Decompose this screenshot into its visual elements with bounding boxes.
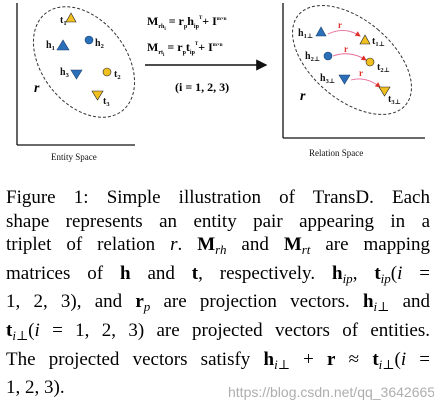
svg-text:t1: t1 [60,15,67,27]
yellow-inverted-triangle-icon [91,90,104,101]
caption-line-8: 1, 2, 3). [6,377,65,399]
svg-text:h2: h2 [95,38,104,50]
relation-space-label: Relation Space [309,148,363,158]
transd-figure: t1 h1 h2 h3 t2 t3 r Entity Space [16,3,425,162]
svg-text:h3: h3 [60,67,70,79]
entity-t1: t1 [60,12,77,27]
relation-arrow-1 [327,30,361,37]
yellow-inverted-triangle-icon [378,86,391,97]
caption-line-5: 1, 2, 3), and rp are projection vectors.… [6,291,431,315]
entity-space-label: Entity Space [51,152,97,162]
svg-text:t3: t3 [103,96,110,108]
equation-mrh: Mrhi= rphipT+ Im×n [147,14,227,32]
caption-line-4: matrices of h and t, respectively. hip, … [6,262,431,286]
yellow-triangle-icon [65,12,77,23]
blue-inverted-triangle-icon [338,74,351,85]
svg-text:r: r [359,68,363,78]
entity-h2: h2 [84,35,104,50]
entity-t3: t3 [91,90,110,108]
svg-text:h1: h1 [46,40,55,52]
svg-text:r: r [338,20,342,30]
svg-text:t2: t2 [114,69,121,81]
figure-caption: Figure 1: Simple illustration of TransD.… [6,186,430,400]
projection-equations: Mrhi= rphipT+ Im×n Mrti= rptipT+ Im×n (i… [145,14,268,94]
projected-pair-2: h2⊥ r t2⊥ [305,44,390,74]
watermark-url: https://blog.csdn.net/qq_36426650 [228,384,434,400]
caption-line-7: The projected vectors satisfy hi⊥ + r ≈ … [6,348,431,372]
svg-text:t3⊥: t3⊥ [388,94,401,106]
relation-cluster-ellipse [292,5,412,115]
svg-text:h2⊥: h2⊥ [305,51,320,63]
caption-line-3: triplet of relation r. Mrh and Mrt are m… [6,234,431,258]
svg-text:h1⊥: h1⊥ [298,28,313,40]
entity-t2: t2 [102,67,121,81]
relation-space-panel: h1⊥ r t1⊥ h2⊥ r t2⊥ h3⊥ r t3⊥ r Relation… [282,3,425,158]
blue-triangle-icon [56,39,70,51]
projected-pair-3: h3⊥ r t3⊥ [320,68,401,106]
caption-line-2: shape represents an entity pair appearin… [6,210,430,232]
caption-line-6: ti⊥(i = 1, 2, 3) are projected vectors o… [6,319,430,343]
svg-text:t1⊥: t1⊥ [372,36,385,48]
svg-text:h3⊥: h3⊥ [320,73,335,85]
blue-circle-icon [323,51,333,61]
entity-cluster-ellipse [32,6,136,118]
blue-circle-icon [84,35,94,45]
relation-arrow-3 [350,78,381,88]
caption-line-1: Figure 1: Simple illustration of TransD.… [6,187,430,208]
entity-relation-symbol: r [34,81,40,96]
entity-h1: h1 [46,39,70,52]
entity-space-panel: t1 h1 h2 h3 t2 t3 r Entity Space [16,3,136,162]
relation-relation-symbol: r [300,89,306,104]
index-range: (i = 1, 2, 3) [175,80,229,94]
yellow-circle-icon [365,57,375,67]
blue-triangle-icon [315,26,327,37]
yellow-triangle-icon [359,34,371,45]
relation-arrow-2 [332,53,367,61]
yellow-circle-icon [102,67,112,77]
svg-text:r: r [344,44,348,54]
blue-inverted-triangle-icon [70,69,83,80]
equation-mrt: Mrti= rptipT+ Im×n [147,40,223,58]
entity-h3: h3 [60,67,83,80]
projected-pair-1: h1⊥ r t1⊥ [298,20,385,48]
svg-text:t2⊥: t2⊥ [377,62,390,74]
